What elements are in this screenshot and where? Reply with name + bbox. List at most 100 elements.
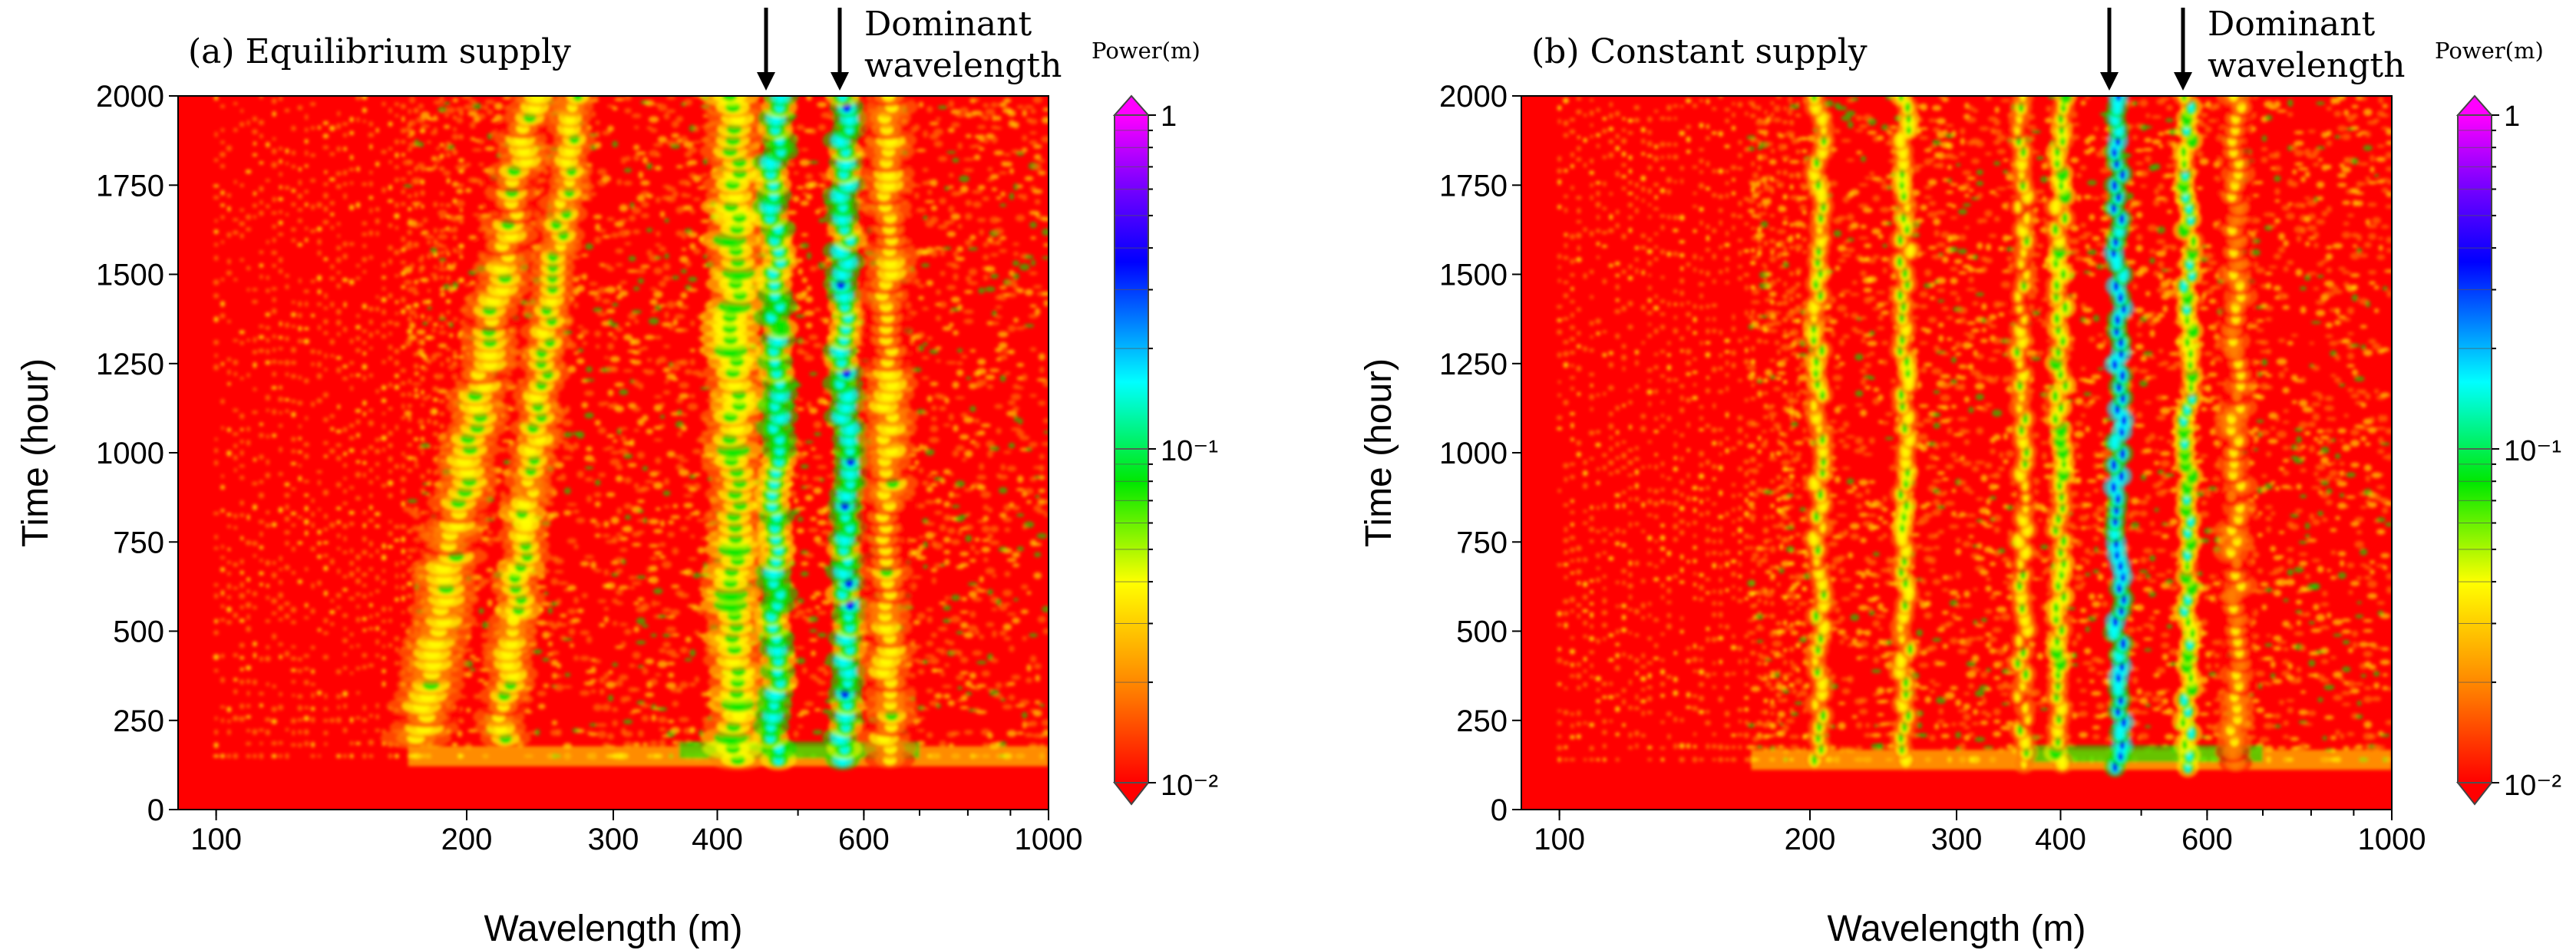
heat-cell — [335, 506, 342, 510]
heat-cell — [1029, 140, 1038, 145]
heat-cell — [297, 105, 303, 111]
heat-cell — [310, 126, 315, 130]
heat-cell — [362, 753, 367, 759]
heat-cell — [953, 330, 959, 336]
heat-cell — [593, 569, 603, 572]
heat-cell — [401, 536, 406, 543]
heat-cell — [239, 233, 244, 239]
heat-cell — [431, 328, 437, 333]
heat-cell — [793, 171, 799, 175]
heat-cell — [619, 389, 629, 395]
heat-cell — [411, 202, 422, 206]
heat-cell — [322, 489, 329, 496]
heat-cell — [991, 608, 998, 612]
heat-cell — [272, 297, 276, 302]
heat-cell — [239, 330, 246, 335]
heat-cell — [573, 596, 579, 604]
heat-cell — [644, 100, 655, 107]
heat-cell — [992, 574, 997, 578]
heat-cell — [665, 195, 676, 203]
heat-cell — [1042, 628, 1049, 635]
heat-cell — [427, 468, 431, 474]
heat-cell — [303, 289, 309, 294]
spectral-band — [751, 96, 799, 770]
heat-cell — [226, 595, 232, 600]
heat-cell — [279, 209, 283, 214]
heat-cell — [503, 460, 511, 465]
heat-cell — [1035, 675, 1040, 682]
heat-cell — [609, 355, 620, 363]
heat-cell — [987, 732, 993, 739]
heat-cell — [342, 550, 348, 554]
heat-cell — [368, 505, 373, 510]
heat-cell — [1033, 153, 1042, 160]
heat-cell — [1032, 96, 1042, 104]
heat-cell — [457, 277, 464, 283]
heat-cell — [623, 525, 632, 533]
heat-cell — [679, 526, 689, 532]
heat-cell — [291, 449, 296, 454]
heat-cell — [1043, 299, 1049, 307]
heat-cell — [959, 671, 969, 675]
heat-cell — [446, 152, 451, 157]
heat-cell — [324, 353, 328, 359]
heat-cell — [220, 104, 226, 109]
heat-cell — [297, 541, 303, 545]
heat-cell — [458, 158, 464, 163]
heat-cell — [990, 658, 999, 664]
heat-cell — [362, 665, 367, 670]
heat-cell — [329, 152, 335, 157]
heat-cell — [814, 678, 821, 682]
heat-cell — [594, 522, 601, 528]
heatmap-texture — [213, 96, 1049, 770]
heat-cell — [568, 628, 576, 636]
heat-cell — [655, 196, 661, 203]
heat-cell — [421, 389, 424, 395]
heat-cell — [227, 369, 231, 375]
heat-cell — [663, 505, 670, 509]
heat-cell — [1041, 719, 1049, 727]
heat-cell — [619, 427, 629, 430]
heat-cell — [239, 655, 245, 660]
heat-cell — [403, 266, 413, 274]
heat-cell — [662, 390, 671, 395]
heat-cell — [445, 203, 451, 208]
heat-cell — [983, 742, 989, 747]
heat-cell — [1024, 176, 1034, 181]
heat-cell — [808, 334, 818, 341]
heat-cell — [676, 686, 683, 694]
heat-cell — [917, 668, 925, 675]
heat-cell — [1009, 168, 1014, 174]
heat-cell — [994, 404, 1003, 409]
heat-cell — [998, 171, 1008, 175]
heat-cell — [679, 592, 689, 599]
heat-cell — [1037, 170, 1046, 176]
heat-cell — [658, 356, 667, 364]
heat-cell — [1039, 475, 1045, 480]
heat-cell — [418, 222, 424, 228]
heat-cell — [599, 622, 606, 628]
heat-cell — [401, 548, 405, 555]
heat-cell — [305, 237, 309, 242]
heat-cell — [437, 233, 448, 240]
heat-cell — [440, 275, 444, 280]
heat-cell — [394, 754, 399, 759]
heat-cell — [606, 342, 615, 351]
heat-cell — [1007, 325, 1016, 332]
heat-cell — [552, 672, 557, 679]
heat-cell — [438, 209, 447, 217]
heat-cell — [679, 681, 689, 689]
heat-cell — [316, 470, 322, 474]
heat-cell — [272, 633, 277, 640]
heat-cell — [637, 530, 645, 534]
heat-cell — [946, 285, 956, 291]
heat-cell — [1029, 441, 1039, 447]
heat-cell — [271, 718, 278, 724]
heat-cell — [387, 320, 394, 325]
heat-cell — [987, 167, 993, 172]
heat-cell — [226, 719, 231, 724]
heat-cell — [421, 403, 424, 407]
heat-cell — [1025, 447, 1033, 452]
heat-cell — [970, 544, 976, 551]
heat-cell — [336, 123, 342, 130]
